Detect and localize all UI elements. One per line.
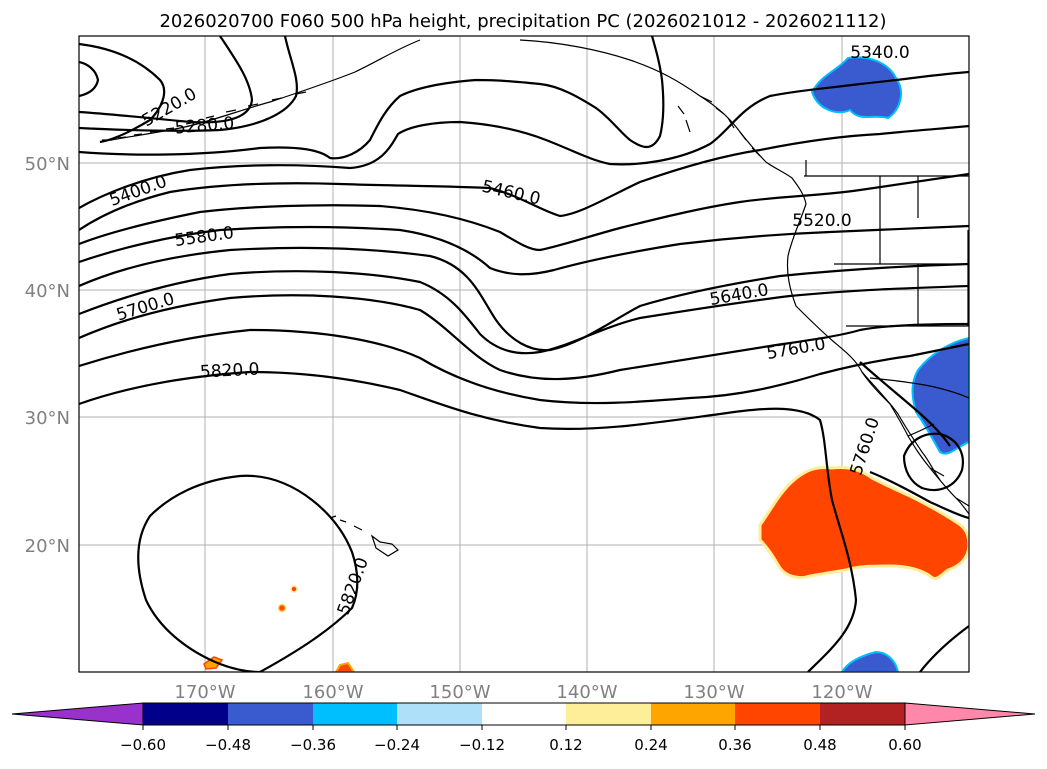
coast-baja (861, 371, 941, 481)
contour-5820-mid (79, 370, 858, 672)
lat-label-30n: 30°N (25, 408, 70, 429)
lon-label-130w: 130°W (683, 682, 744, 703)
lat-labels: 20°N 30°N 40°N 50°N (25, 154, 70, 557)
height-contours (79, 36, 969, 672)
contour-label-5520: 5520.0 (792, 211, 851, 231)
precip-positive-small-2 (334, 661, 356, 672)
colorbar-tick-label: −0.60 (120, 736, 166, 754)
colorbar-tick-label: −0.24 (374, 736, 420, 754)
lon-label-160w: 160°W (302, 682, 363, 703)
colorbar: −0.60 −0.48 −0.36 −0.24 −0.12 0.12 0.24 … (11, 702, 1036, 754)
contour-5760 (79, 294, 969, 381)
lon-label-120w: 120°W (811, 682, 872, 703)
border-us-mexico (869, 377, 969, 399)
contour-5880 (919, 625, 969, 672)
colorbar-bin-7 (651, 703, 735, 725)
colorbar-over-extension (904, 702, 1036, 726)
coastlines (99, 39, 969, 557)
map-frame (78, 35, 970, 673)
colorbar-tick-label: −0.48 (205, 736, 251, 754)
colorbar-tick-label: 0.48 (803, 736, 836, 754)
contour-5640 (79, 246, 969, 352)
contour-5340 (79, 36, 665, 160)
colorbar-tick-label: 0.36 (718, 736, 751, 754)
contour-5220 (79, 42, 166, 144)
colorbar-bin-1 (143, 703, 228, 725)
coast-alaska-peninsula (99, 39, 421, 143)
lon-label-140w: 140°W (556, 682, 617, 703)
lon-labels: 170°W 160°W 150°W 140°W 130°W 120°W (174, 682, 872, 703)
colorbar-ticks (142, 725, 906, 730)
contour-5580 (79, 224, 969, 276)
precip-negative-south (840, 650, 900, 672)
colorbar-tick-label: 0.12 (549, 736, 582, 754)
precip-negative-baja (911, 336, 969, 455)
lat-label-40n: 40°N (25, 281, 70, 302)
map-area: 5220.0 5280.0 5340.0 5400.0 5460.0 5520.… (79, 36, 969, 672)
colorbar-bin-9 (820, 703, 905, 725)
precip-positive-east-pacific (758, 466, 969, 580)
colorbar-tick-label: 0.24 (634, 736, 667, 754)
contour-5700 (79, 270, 969, 355)
contour-5280-south (79, 36, 298, 132)
colorbar-bin-5 (482, 703, 566, 725)
precip-positive-dot-1 (290, 585, 298, 593)
colorbar-tick-label: −0.36 (290, 736, 336, 754)
coast-bc-islands (677, 95, 761, 157)
colorbar-bin-6 (566, 703, 651, 725)
contour-5160 (79, 60, 100, 98)
colorbar-tick-label: 0.60 (888, 736, 921, 754)
lat-label-20n: 20°N (25, 536, 70, 557)
contour-5280-north (79, 36, 254, 124)
contour-5460 (79, 124, 969, 231)
contour-label-5340: 5340.0 (850, 43, 909, 63)
contour-5400 (79, 70, 969, 209)
colorbar-tick-label: −0.12 (459, 736, 505, 754)
colorbar-bin-3 (313, 703, 397, 725)
contour-label-5820-a: 5820.0 (200, 359, 260, 382)
colorbar-frame (142, 702, 906, 726)
precip-fills (203, 56, 969, 672)
colorbar-bin-2 (228, 703, 313, 725)
colorbar-tick-labels: −0.60 −0.48 −0.36 −0.24 −0.12 0.12 0.24 … (120, 736, 922, 754)
colorbar-bin-8 (735, 703, 820, 725)
lon-label-170w: 170°W (174, 682, 235, 703)
precip-negative-bc (810, 56, 903, 120)
contour-mexico-low (902, 432, 964, 492)
map-title: 2026020700 F060 500 hPa height, precipit… (159, 11, 886, 32)
lat-label-50n: 50°N (25, 154, 70, 175)
contour-southeast-2 (869, 470, 969, 520)
contour-5520 (79, 172, 969, 252)
coast-us-west (765, 161, 969, 515)
coast-hawaii (329, 515, 399, 557)
lon-label-150w: 150°W (429, 682, 490, 703)
contour-5820-loop (137, 474, 359, 672)
precip-positive-dot-2 (278, 604, 286, 612)
colorbar-under-extension (11, 702, 144, 726)
colorbar-bin-4 (397, 703, 482, 725)
